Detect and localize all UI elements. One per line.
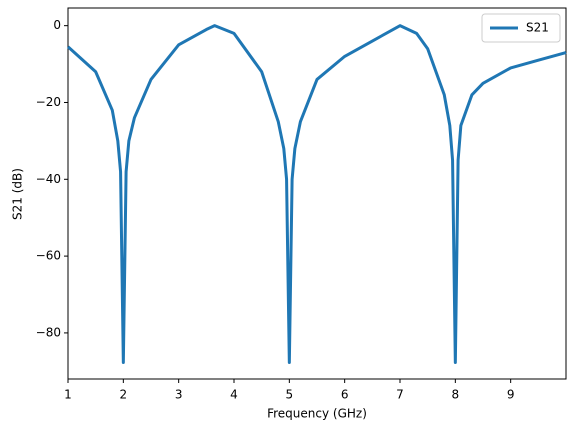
x-tick-label: 2 [120,388,128,402]
y-tick-label: −60 [36,249,61,263]
x-tick-label: 1 [64,388,72,402]
y-tick-label: −40 [36,172,61,186]
x-axis-label: Frequency (GHz) [267,407,367,421]
y-tick-label: 0 [53,18,61,32]
x-tick-label: 5 [286,388,294,402]
x-tick-label: 3 [175,388,183,402]
y-axis-label: S21 (dB) [11,168,25,220]
x-tick-label: 6 [341,388,349,402]
x-tick-label: 7 [396,388,404,402]
x-tick-label: 8 [452,388,460,402]
y-tick-label: −80 [36,325,61,339]
legend-box [481,13,561,43]
x-tick-label: 4 [230,388,238,402]
data-line [66,24,567,364]
y-tick-label: −20 [36,95,61,109]
legend-label: S21 [526,21,549,35]
plot-frame [67,7,567,380]
x-tick-label: 9 [507,388,515,402]
